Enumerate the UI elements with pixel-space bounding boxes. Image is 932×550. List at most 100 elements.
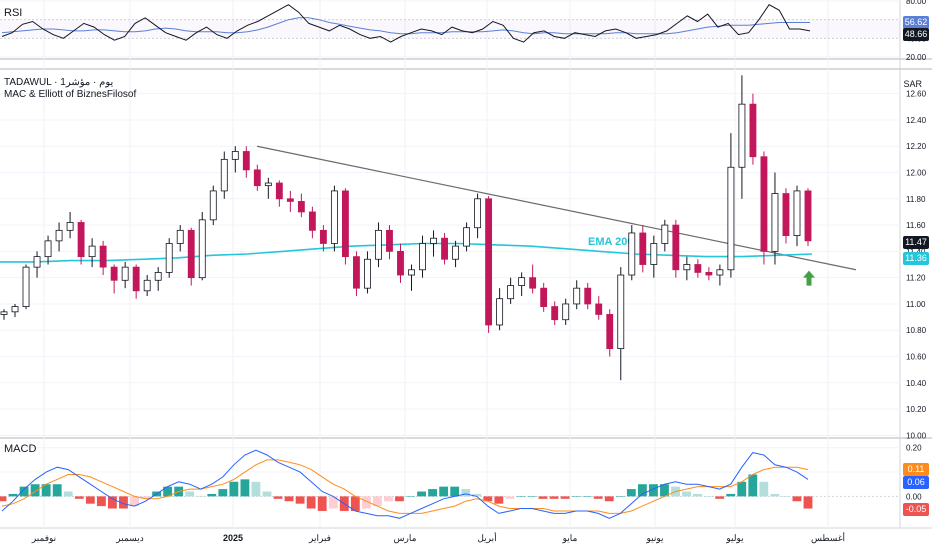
macd-histogram-bar <box>682 491 691 497</box>
macd-histogram-bar <box>119 496 128 509</box>
price-tick-label: 11.40 <box>906 247 926 256</box>
candle-body <box>209 190 217 221</box>
macd-histogram-bar <box>660 484 669 497</box>
ema-value-tag: 11.36 <box>903 252 929 266</box>
candle <box>507 277 515 304</box>
candle-body <box>793 190 801 237</box>
macd-histogram-bar <box>715 496 725 499</box>
candle-body <box>121 266 129 281</box>
macd-histogram-bar <box>461 489 471 497</box>
macd-histogram-bar <box>218 489 228 497</box>
candle-body <box>595 303 603 315</box>
macd-histogram-bar <box>428 489 438 497</box>
candle-body <box>55 229 63 242</box>
candle-body <box>804 190 812 242</box>
macd-histogram-bar <box>759 481 769 497</box>
histogram-value-tag: -0.05 <box>903 503 929 517</box>
candle <box>386 225 393 260</box>
candle <box>88 238 96 268</box>
candle-body <box>264 182 272 187</box>
macd-histogram-bar <box>571 496 581 497</box>
macd-histogram-bar <box>251 481 261 497</box>
candle-body <box>562 303 570 321</box>
macd-histogram-bar <box>626 489 636 497</box>
price-tick-label: 11.20 <box>906 274 926 283</box>
macd-histogram-bar <box>52 484 62 497</box>
candle <box>220 151 228 199</box>
candle-body <box>705 271 713 276</box>
candle <box>198 211 206 281</box>
macd-histogram-bar <box>637 484 647 497</box>
buy-arrow-icon <box>803 270 815 286</box>
macd-histogram-bar <box>229 481 239 497</box>
candle <box>110 264 118 294</box>
candle-body <box>341 190 349 258</box>
rsi-ma-line <box>1 17 810 35</box>
candle-body <box>529 277 537 289</box>
macd-value-tag: 0.11 <box>903 463 929 477</box>
candle-body <box>386 229 393 252</box>
candle <box>308 206 316 239</box>
candle-body <box>99 245 107 268</box>
candle-body <box>143 279 151 292</box>
candle <box>187 227 195 286</box>
macd-histogram-bar <box>317 496 327 511</box>
last-price-tag: 11.47 <box>903 235 929 249</box>
rsi-ma-tag: 56.62 <box>903 16 929 30</box>
candle <box>11 303 19 318</box>
candle <box>595 296 603 320</box>
macd-histogram-bar <box>803 496 813 509</box>
macd-histogram-bar <box>19 486 29 497</box>
macd-histogram-bar <box>538 496 548 499</box>
rsi-value-tag: 48.66 <box>903 27 929 41</box>
symbol-line: TADAWUL · 1يوم · مؤشر <box>4 77 114 88</box>
candle-body <box>88 245 96 258</box>
macd-histogram-bar <box>615 496 625 497</box>
candle <box>286 190 294 212</box>
candle <box>551 301 559 325</box>
candle-body <box>308 211 316 231</box>
candle <box>485 196 493 333</box>
macd-histogram-bar <box>185 491 195 497</box>
candle-body <box>319 229 327 244</box>
macd-histogram-bar <box>726 493 736 497</box>
candle-body <box>650 243 658 265</box>
candle-body <box>286 198 294 202</box>
candle-body <box>253 169 261 187</box>
x-tick-label: أبريل <box>477 531 496 544</box>
candle-body <box>33 256 41 268</box>
candle-body <box>77 222 85 258</box>
candle-body <box>364 258 371 289</box>
macd-histogram-bar <box>240 479 250 497</box>
candle-body <box>176 229 184 244</box>
macd-histogram-bar <box>704 496 714 497</box>
macd-histogram-bar <box>604 496 614 502</box>
x-tick-label: فبراير <box>308 533 331 544</box>
candle <box>275 180 283 207</box>
macd-histogram-bar <box>8 493 18 497</box>
candle <box>606 309 614 357</box>
candle-body <box>771 193 779 252</box>
rsi-tick-label: 80.00 <box>906 0 927 6</box>
candle-body <box>474 198 482 229</box>
candle <box>738 75 746 199</box>
candle <box>408 264 415 291</box>
candle-body <box>496 298 504 326</box>
candle <box>33 251 41 278</box>
macd-histogram-bar <box>85 496 95 504</box>
candle-body <box>242 151 250 171</box>
macd-histogram-bar <box>792 496 802 502</box>
candle-body <box>397 250 404 276</box>
candle <box>397 243 404 283</box>
macd-histogram-bar <box>372 496 382 507</box>
candle <box>793 185 801 247</box>
price-tick-label: 10.80 <box>906 326 927 335</box>
candle <box>430 230 437 257</box>
candle-body <box>584 287 592 305</box>
candle-body <box>694 264 702 273</box>
candle <box>628 225 636 281</box>
candle-body <box>330 190 338 244</box>
candle <box>121 261 129 289</box>
macd-histogram-bar <box>417 491 426 497</box>
